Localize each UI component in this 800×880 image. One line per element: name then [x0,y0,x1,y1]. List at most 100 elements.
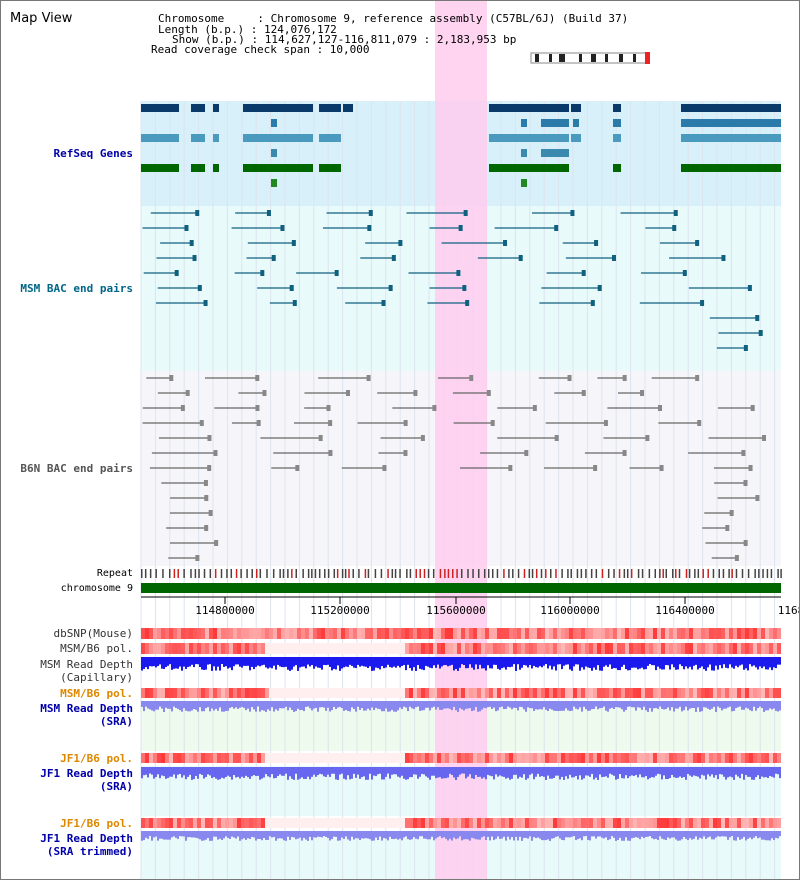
depth-bar [629,701,631,707]
depth-bar [391,657,393,668]
depth-bar [151,657,153,667]
pol-heat-cell [369,753,373,763]
depth-bar [271,831,273,838]
pol-heat-cell [217,688,221,698]
pol-heat-cell [445,818,449,828]
repeat-mark [209,569,212,578]
depth-bar [625,701,627,710]
depth-bar [287,767,289,780]
depth-bar [345,657,347,667]
depth-bar [757,767,759,776]
repeat-mark [735,569,738,578]
depth-bar [409,831,411,840]
depth-bar [577,767,579,780]
depth-bar [739,701,741,707]
dbsnp-heat-cell [153,628,157,639]
dbsnp-heat-cell [609,628,613,639]
depth-bar [577,701,579,710]
track-label-msm-bac[interactable]: MSM BAC end pairs [20,282,133,295]
depth-bar [363,831,365,839]
depth-bar [293,701,295,712]
depth-bar [235,831,237,839]
depth-bar [469,767,471,775]
depth-bar [641,701,643,710]
pol-heat-cell [237,753,241,763]
depth-bar [605,831,607,838]
depth-bar [219,767,221,780]
depth-bar [341,657,343,669]
repeat-mark [460,569,463,578]
pol-heat-cell [145,818,149,828]
depth-bar [159,657,161,665]
track-label-dbsnp[interactable]: dbSNP(Mouse) [53,627,133,640]
dbsnp-heat-cell [525,628,529,639]
depth-bar [495,767,497,775]
depth-bar [373,831,375,841]
depth-bar [559,657,561,665]
bac-end-marker [554,435,559,441]
depth-bar [447,701,449,709]
depth-bar [285,657,287,667]
depth-bar [355,831,357,839]
track-label-msm-b6-pol-1[interactable]: MSM/B6 pol. [60,642,133,655]
depth-bar [547,767,549,776]
repeat-mark [531,569,534,578]
pol-heat-cell [653,643,657,654]
depth-bar [695,701,697,712]
axis-tick-label: 116000000 [540,604,600,617]
bac-end-marker [381,300,386,306]
track-label-b6n-bac[interactable]: B6N BAC end pairs [20,462,133,475]
track-label-refseq[interactable]: RefSeq Genes [53,147,133,160]
depth-bar [713,701,715,707]
depth-bar [215,767,217,779]
bac-end-marker [197,285,202,291]
depth-bar [661,701,663,709]
depth-bar [365,701,367,711]
repeat-mark [358,569,360,578]
depth-bar [399,701,401,708]
track-label-jf1-depth-sra[interactable]: JF1 Read Depth [40,767,133,780]
pol-heat-cell [721,818,725,828]
depth-bar [229,767,231,777]
depth-bar [331,701,333,711]
track-label-msm-b6-pol-2[interactable]: MSM/B6 pol. [60,687,133,700]
bac-end-marker [673,210,678,216]
repeat-mark [367,569,370,578]
depth-bar [667,701,669,708]
pol-heat-cell [741,643,745,654]
depth-bar [547,831,549,840]
pol-heat-cell [421,688,425,698]
pol-heat-cell [401,643,405,654]
repeat-mark [272,569,275,578]
depth-bar [765,701,767,711]
pol-heat-cell [761,688,765,698]
depth-bar [301,701,303,710]
pol-heat-cell [245,753,249,763]
pol-heat-cell [549,753,553,763]
track-label-msm-depth-sra[interactable]: MSM Read Depth [40,702,133,715]
pol-heat-cell [433,688,437,698]
depth-bar [569,831,571,838]
dbsnp-heat-cell [245,628,249,639]
pol-heat-cell [345,753,349,763]
pol-heat-cell [697,688,701,698]
track-label-jf1-depth-trimmed[interactable]: JF1 Read Depth [40,832,133,845]
pol-heat-cell [249,643,253,654]
depth-bar [779,657,781,665]
depth-bar [411,831,413,840]
depth-bar [325,767,327,777]
depth-bar [151,831,153,841]
depth-bar [393,701,395,712]
depth-bar [687,767,689,774]
depth-bar [209,657,211,665]
repeat-mark [626,569,629,578]
track-label-jf1-b6-pol-1[interactable]: JF1/B6 pol. [60,752,133,765]
dbsnp-heat-cell [161,628,165,639]
track-label-jf1-b6-pol-2[interactable]: JF1/B6 pol. [60,817,133,830]
track-label-msm-depth-capillary[interactable]: MSM Read Depth [40,658,133,671]
depth-bar [719,831,721,837]
bac-end-marker [214,540,219,546]
pol-heat-cell [601,643,605,654]
depth-bar [509,831,511,840]
